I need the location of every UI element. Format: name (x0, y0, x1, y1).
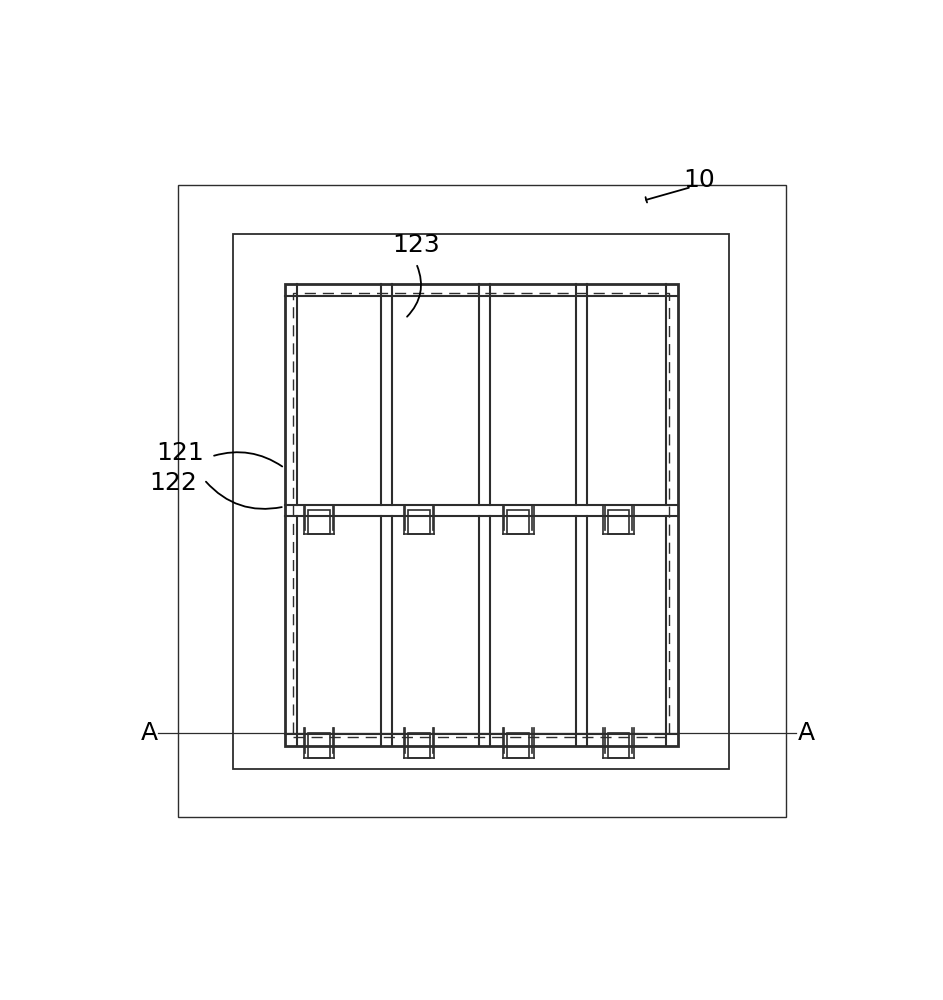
Text: 121: 121 (157, 441, 204, 465)
Bar (285, 284, 678, 746)
Text: 122: 122 (149, 471, 197, 495)
Text: A: A (141, 721, 158, 745)
Text: A: A (798, 721, 815, 745)
Bar (293, 293, 669, 737)
Bar (178, 185, 786, 817)
Bar (507, 733, 529, 758)
Bar (507, 510, 529, 534)
Bar (307, 510, 330, 534)
Bar (408, 510, 430, 534)
Text: 123: 123 (392, 233, 440, 257)
Bar (233, 234, 729, 769)
Bar (307, 733, 330, 758)
Bar (607, 510, 630, 534)
Text: 10: 10 (683, 168, 715, 192)
Bar (607, 733, 630, 758)
Bar (408, 733, 430, 758)
